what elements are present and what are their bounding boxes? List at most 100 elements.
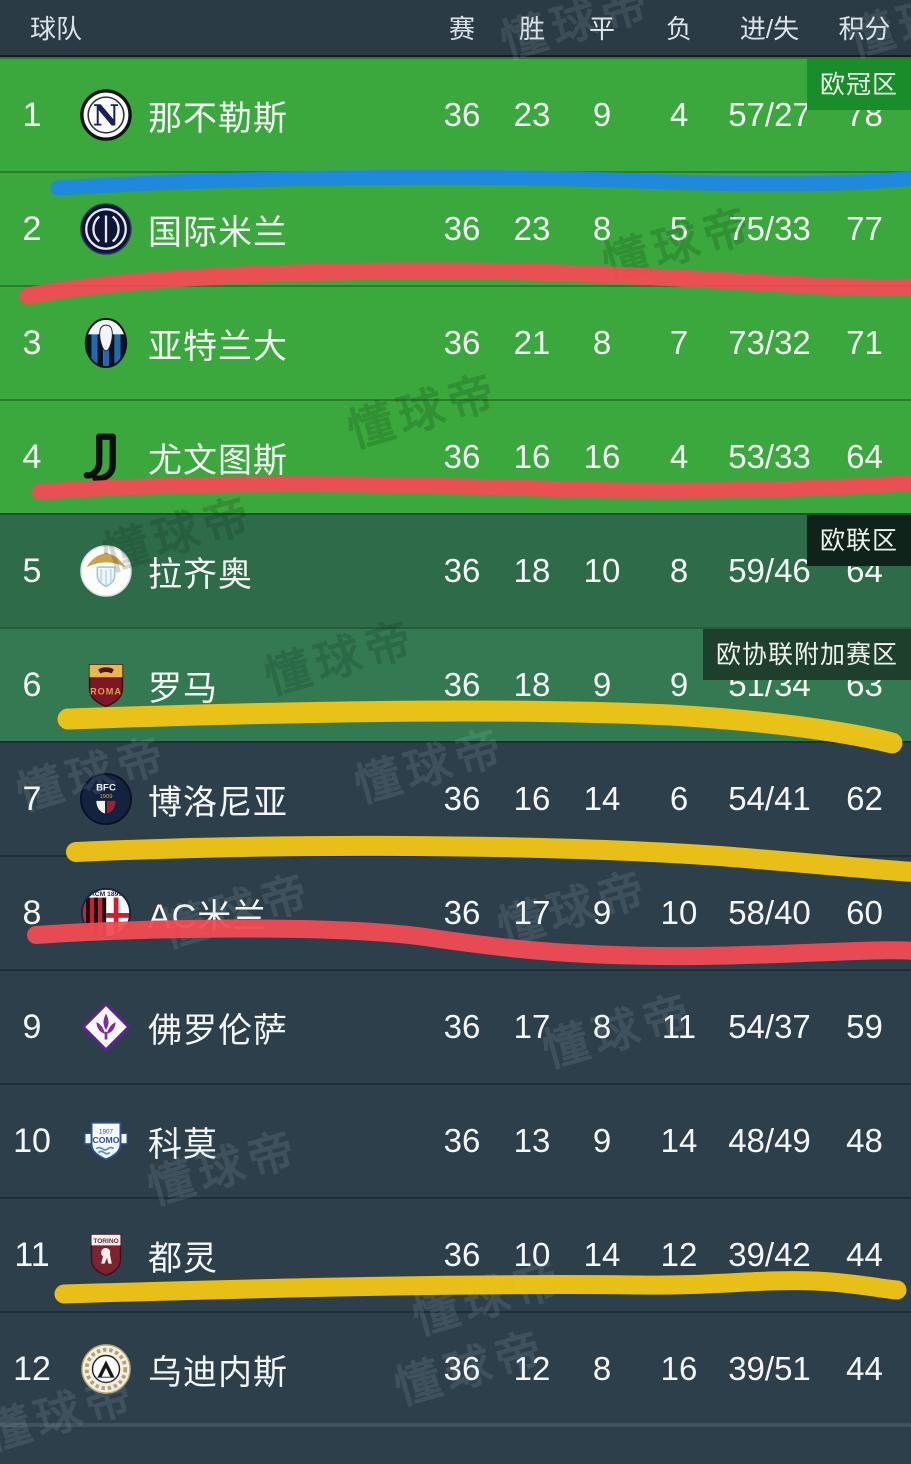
goals-value: 39/51	[728, 1350, 811, 1387]
inter-crest-icon	[64, 202, 148, 256]
drawn-value: 10	[583, 552, 621, 589]
lost-value: 7	[669, 324, 689, 361]
goals-value: 53/33	[728, 438, 811, 475]
rank-number: 10	[13, 1121, 51, 1160]
won-value: 18	[513, 552, 551, 589]
table-row[interactable]: 3 亚特兰大 36 21 8 7 73/32 71	[0, 285, 911, 399]
team-name: 国际米兰	[148, 213, 288, 252]
won-value: 13	[513, 1122, 551, 1159]
goals-value: 57/27	[728, 96, 811, 133]
svg-text:ACM 1899: ACM 1899	[90, 891, 123, 898]
team-name: 尤文图斯	[148, 441, 288, 480]
won-value: 10	[513, 1236, 551, 1273]
header-drawn: 平	[588, 14, 615, 44]
zone-badge-ucl: 欧冠区	[806, 59, 911, 110]
table-row[interactable]: 1 N 那不勒斯 36 23 9 4 57/27 78 欧冠区	[0, 57, 911, 171]
table-row[interactable]: 7 BFC 1909 博洛尼亚 36 16 14 6 54/41 62	[0, 741, 911, 855]
lost-value: 5	[669, 210, 689, 247]
lost-value: 8	[669, 552, 689, 589]
played-value: 36	[443, 210, 481, 247]
header-played: 赛	[448, 14, 475, 44]
drawn-value: 9	[592, 894, 612, 931]
team-name: 罗马	[148, 669, 218, 708]
played-value: 36	[443, 1350, 481, 1387]
points-value: 48	[846, 1122, 883, 1159]
table-row[interactable]: 4 尤文图斯 36 16 16 4 53/33 64	[0, 399, 911, 513]
rank-number: 3	[22, 323, 42, 362]
standings-table: 球队 赛 胜 平 负 进/失 积分 1 N 那不勒斯 36 23 9 4 57/…	[0, 14, 911, 1427]
rank-number: 5	[22, 551, 42, 590]
goals-value: 73/32	[728, 324, 811, 361]
drawn-value: 9	[592, 1122, 612, 1159]
lost-value: 10	[660, 894, 698, 931]
drawn-value: 14	[583, 780, 621, 817]
goals-value: 54/41	[728, 780, 811, 817]
team-name: AC米兰	[148, 897, 268, 936]
goals-value: 59/46	[728, 552, 811, 589]
points-value: 59	[846, 1008, 883, 1045]
rank-number: 2	[22, 209, 42, 248]
lost-value: 14	[660, 1122, 698, 1159]
drawn-value: 14	[583, 1236, 621, 1273]
points-value: 44	[846, 1350, 883, 1387]
table-row[interactable]: 2 国际米兰 36 23 8 5 75/33 77	[0, 171, 911, 285]
svg-text:1907: 1907	[99, 1128, 113, 1135]
drawn-value: 16	[583, 438, 621, 475]
table-row[interactable]: 11 TORINO 都灵 36 10 14 12 39/42 44	[0, 1197, 911, 1311]
team-name: 那不勒斯	[148, 99, 288, 138]
drawn-value: 8	[592, 324, 612, 361]
team-name: 亚特兰大	[148, 327, 288, 366]
goals-value: 48/49	[728, 1122, 811, 1159]
team-name: 科莫	[148, 1125, 218, 1164]
won-value: 23	[513, 96, 551, 133]
lost-value: 11	[661, 1008, 697, 1045]
played-value: 36	[443, 1236, 481, 1273]
rank-number: 1	[22, 95, 42, 134]
header-points: 积分	[838, 14, 891, 44]
lost-value: 4	[669, 96, 689, 133]
lost-value: 6	[669, 780, 689, 817]
rank-number: 9	[22, 1007, 42, 1046]
points-value: 60	[846, 894, 883, 931]
milan-crest-icon: ACM 1899	[64, 886, 148, 940]
played-value: 36	[443, 438, 481, 475]
points-value: 64	[846, 438, 883, 475]
table-row[interactable]: 12 乌迪内斯 36 12 8 16 39/51 44	[0, 1311, 911, 1425]
won-value: 23	[513, 210, 551, 247]
lazio-crest-icon	[64, 544, 148, 598]
played-value: 36	[443, 780, 481, 817]
won-value: 17	[513, 894, 551, 931]
rank-number: 6	[22, 665, 42, 704]
goals-value: 75/33	[728, 210, 811, 247]
played-value: 36	[443, 1122, 481, 1159]
won-value: 17	[513, 1008, 551, 1045]
rank-number: 12	[13, 1349, 51, 1388]
table-body: 1 N 那不勒斯 36 23 9 4 57/27 78 欧冠区 2 国际米兰 3…	[0, 57, 911, 1425]
drawn-value: 8	[592, 210, 612, 247]
table-row[interactable]: 8 ACM 1899 AC米兰 36 17 9 10 58/40 60	[0, 855, 911, 969]
lost-value: 16	[660, 1350, 698, 1387]
played-value: 36	[443, 666, 481, 703]
lost-value: 4	[669, 438, 689, 475]
svg-text:BFC: BFC	[96, 782, 116, 793]
juventus-crest-icon	[64, 430, 148, 484]
won-value: 12	[513, 1350, 551, 1387]
torino-crest-icon: TORINO	[64, 1228, 148, 1282]
roma-crest-icon: ROMA	[64, 658, 148, 712]
rank-number: 7	[22, 779, 42, 818]
team-name: 拉齐奥	[148, 555, 253, 594]
header-lost: 负	[665, 14, 692, 44]
table-row[interactable]: 10 1907 COMO 科莫 36 13 9 14 48/49 48	[0, 1083, 911, 1197]
fiorentina-crest-icon	[64, 1000, 148, 1054]
goals-value: 58/40	[728, 894, 811, 931]
team-name: 佛罗伦萨	[148, 1011, 288, 1050]
rank-number: 4	[22, 437, 42, 476]
udinese-crest-icon	[64, 1342, 148, 1396]
table-row[interactable]: 5 拉齐奥 36 18 10 8 59/46 64 欧联区	[0, 513, 911, 627]
table-row[interactable]: 9 佛罗伦萨 36 17 8 11 54/37 59	[0, 969, 911, 1083]
table-row[interactable]: 6 ROMA 罗马 36 18 9 9 51/34 63 欧协联附加赛区	[0, 627, 911, 741]
won-value: 21	[513, 324, 551, 361]
lost-value: 9	[669, 666, 689, 703]
header-goals: 进/失	[739, 14, 800, 44]
rank-number: 11	[14, 1235, 50, 1274]
